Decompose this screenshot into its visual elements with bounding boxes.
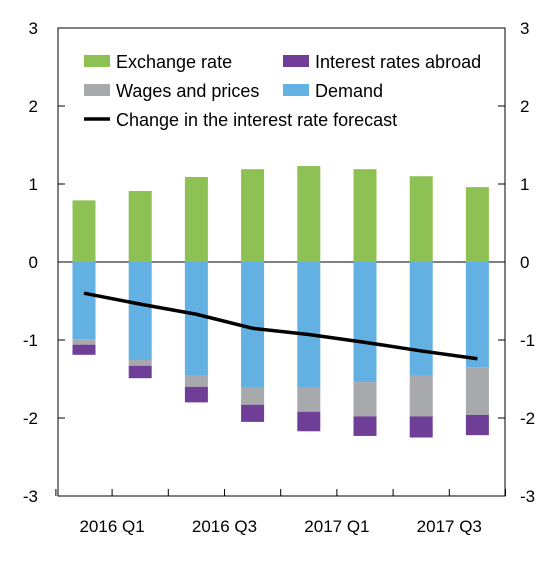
legend-label-exchange: Exchange rate — [116, 52, 232, 72]
y-tick-label-right: 3 — [520, 19, 529, 38]
bar-interest_abroad-4 — [297, 411, 321, 432]
y-tick-label-left: 1 — [29, 175, 38, 194]
legend-label-interest_abroad: Interest rates abroad — [315, 52, 481, 72]
x-tick-label: 2016 Q1 — [79, 517, 144, 536]
legend-swatch-demand — [283, 84, 309, 96]
bar-demand-6 — [409, 262, 433, 376]
bar-wages-1 — [128, 359, 152, 366]
x-tick-label: 2017 Q3 — [417, 517, 482, 536]
y-tick-label-left: -2 — [23, 409, 38, 428]
bar-demand-4 — [297, 262, 321, 388]
bar-exchange-4 — [297, 166, 321, 262]
bar-exchange-5 — [353, 169, 377, 262]
bar-interest_abroad-0 — [72, 344, 96, 355]
bar-exchange-3 — [241, 169, 265, 262]
bar-interest_abroad-7 — [465, 414, 489, 436]
bar-wages-4 — [297, 387, 321, 412]
y-tick-label-right: 1 — [520, 175, 529, 194]
legend-label-line: Change in the interest rate forecast — [116, 110, 397, 130]
legend-swatch-exchange — [84, 55, 110, 67]
legend-label-demand: Demand — [315, 81, 383, 101]
bar-exchange-6 — [409, 176, 433, 262]
bar-interest_abroad-1 — [128, 365, 152, 379]
bar-demand-3 — [241, 262, 265, 388]
legend-swatch-wages — [84, 84, 110, 96]
y-tick-label-left: 3 — [29, 19, 38, 38]
x-tick-label: 2016 Q3 — [192, 517, 257, 536]
y-tick-label-left: 0 — [29, 253, 38, 272]
y-tick-label-left: -3 — [23, 487, 38, 506]
y-tick-label-left: -1 — [23, 331, 38, 350]
y-tick-label-left: 2 — [29, 97, 38, 116]
bar-interest_abroad-5 — [353, 416, 377, 436]
bar-wages-7 — [465, 367, 489, 415]
bar-demand-2 — [184, 262, 208, 376]
legend-swatch-interest_abroad — [283, 55, 309, 67]
bar-demand-0 — [72, 262, 96, 340]
legend-label-wages: Wages and prices — [116, 81, 259, 101]
x-tick-label: 2017 Q1 — [304, 517, 369, 536]
bar-demand-5 — [353, 262, 377, 383]
bar-interest_abroad-6 — [409, 416, 433, 438]
bar-wages-5 — [353, 382, 377, 417]
y-tick-label-right: -1 — [520, 331, 535, 350]
bar-demand-1 — [128, 262, 152, 360]
y-tick-label-right: -2 — [520, 409, 535, 428]
bar-wages-0 — [72, 339, 96, 345]
bar-exchange-1 — [128, 191, 152, 262]
y-tick-label-right: -3 — [520, 487, 535, 506]
bar-wages-3 — [241, 387, 265, 405]
line-interest-rate-forecast — [83, 291, 478, 361]
y-tick-label-right: 2 — [520, 97, 529, 116]
bar-exchange-0 — [72, 200, 96, 262]
bar-wages-6 — [409, 375, 433, 417]
bar-interest_abroad-2 — [184, 386, 208, 403]
y-tick-label-right: 0 — [520, 253, 529, 272]
bar-interest_abroad-3 — [241, 404, 265, 422]
bar-exchange-7 — [465, 187, 489, 262]
bar-demand-7 — [465, 262, 489, 368]
bar-exchange-2 — [184, 176, 208, 262]
bar-wages-2 — [184, 375, 208, 387]
